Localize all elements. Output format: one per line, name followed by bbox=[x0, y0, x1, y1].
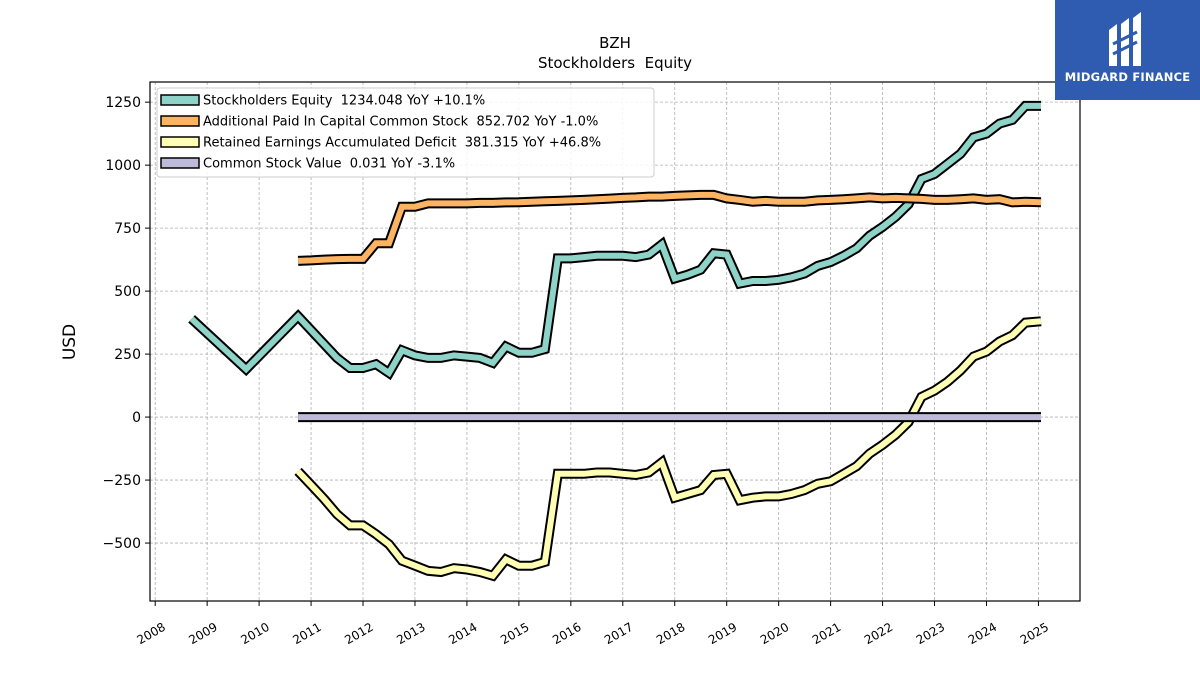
chart-subtitle: Stockholders Equity bbox=[538, 54, 692, 72]
x-tick-label: 2012 bbox=[342, 620, 375, 647]
series-stroke bbox=[295, 318, 1042, 580]
x-tick-label: 2019 bbox=[706, 620, 739, 647]
series-line-3 bbox=[294, 316, 1042, 582]
x-tick-label: 2017 bbox=[602, 620, 635, 647]
x-tick-label: 2024 bbox=[966, 620, 999, 647]
series-stroke bbox=[189, 102, 1041, 378]
y-tick-label: 750 bbox=[114, 221, 141, 237]
x-tick-label: 2009 bbox=[186, 620, 219, 647]
legend-swatch bbox=[160, 136, 200, 148]
legend-swatch bbox=[160, 157, 200, 169]
brand-logo: MIDGARD FINANCE bbox=[1055, 0, 1200, 100]
legend-swatch bbox=[160, 94, 200, 106]
x-tick-label: 2016 bbox=[550, 620, 583, 647]
y-tick-label: 500 bbox=[114, 284, 141, 300]
midgard-logo-icon bbox=[1109, 12, 1141, 66]
series-stroke bbox=[297, 191, 1042, 264]
legend-swatch bbox=[160, 115, 200, 127]
legend: Stockholders Equity 1234.048 YoY +10.1% A… bbox=[156, 87, 655, 178]
legend-label: Common Stock Value 0.031 YoY -3.1% bbox=[203, 157, 455, 172]
legend-label: Retained Earnings Accumulated Deficit 38… bbox=[203, 136, 601, 151]
x-tick-label: 2021 bbox=[810, 620, 843, 647]
y-tick-label: −500 bbox=[103, 536, 141, 552]
brand-name: MIDGARD FINANCE bbox=[1064, 70, 1191, 84]
chart-title: BZH bbox=[599, 34, 631, 52]
legend-label: Additional Paid In Capital Common Stock … bbox=[203, 115, 598, 130]
x-tick-label: 2025 bbox=[1018, 620, 1051, 647]
x-tick-label: 2018 bbox=[654, 620, 687, 647]
y-tick-label: −250 bbox=[103, 473, 141, 489]
legend-box bbox=[156, 87, 655, 178]
x-tick-label: 2014 bbox=[446, 620, 479, 647]
x-tick-label: 2011 bbox=[290, 620, 323, 647]
x-tick-label: 2022 bbox=[862, 620, 895, 647]
y-tick-label: 1000 bbox=[105, 158, 141, 174]
x-tick-label: 2015 bbox=[498, 620, 531, 647]
plot-frame bbox=[149, 81, 1081, 602]
x-tick-label: 2023 bbox=[914, 620, 947, 647]
series-outline bbox=[294, 316, 1042, 582]
y-axis-label: USD bbox=[60, 324, 80, 360]
x-tick-label: 2013 bbox=[394, 620, 427, 647]
x-tick-label: 2020 bbox=[758, 620, 791, 647]
x-tick-label: 2008 bbox=[134, 620, 167, 647]
series-line-1 bbox=[188, 100, 1041, 381]
series-line-2 bbox=[297, 189, 1042, 266]
x-tick-label: 2010 bbox=[238, 620, 271, 647]
legend-label: Stockholders Equity 1234.048 YoY +10.1% bbox=[203, 94, 485, 109]
y-tick-label: 250 bbox=[114, 347, 141, 363]
y-tick-label: 1250 bbox=[105, 95, 141, 111]
y-tick-label: 0 bbox=[132, 410, 141, 426]
